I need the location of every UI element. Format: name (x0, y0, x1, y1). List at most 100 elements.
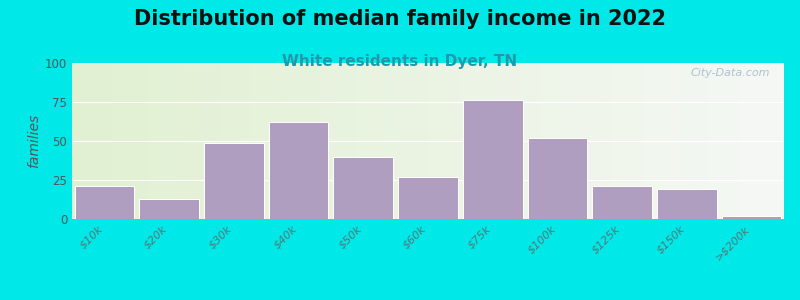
Bar (738, 63, 742, 219)
Bar (713, 63, 716, 219)
Bar (335, 63, 339, 219)
Bar (752, 63, 755, 219)
Bar (506, 63, 510, 219)
Bar (624, 63, 627, 219)
Bar (599, 63, 602, 219)
Bar (140, 63, 143, 219)
Bar (204, 63, 207, 219)
Bar (478, 63, 482, 219)
Bar (158, 63, 161, 219)
Bar (723, 63, 727, 219)
Bar (517, 63, 521, 219)
Bar (691, 63, 695, 219)
Bar (286, 63, 289, 219)
Bar (303, 63, 307, 219)
Bar (204, 142, 263, 219)
Bar (334, 157, 393, 219)
Bar (524, 63, 528, 219)
Bar (734, 63, 738, 219)
Bar (218, 63, 222, 219)
Bar (588, 63, 592, 219)
Bar (126, 63, 129, 219)
Bar (702, 63, 706, 219)
Bar (659, 63, 663, 219)
Bar (482, 63, 485, 219)
Bar (386, 63, 389, 219)
Text: White residents in Dyer, TN: White residents in Dyer, TN (282, 54, 518, 69)
Bar (74, 186, 134, 219)
Bar (695, 63, 698, 219)
Bar (489, 63, 492, 219)
Bar (684, 63, 688, 219)
Bar (602, 63, 606, 219)
Y-axis label: families: families (26, 114, 41, 168)
Bar (514, 63, 517, 219)
Bar (677, 63, 681, 219)
Bar (592, 63, 595, 219)
Bar (232, 63, 236, 219)
Bar (470, 63, 474, 219)
Bar (578, 63, 581, 219)
Bar (546, 63, 549, 219)
Bar (82, 63, 86, 219)
Bar (642, 63, 645, 219)
Bar (538, 63, 542, 219)
Bar (528, 63, 531, 219)
Bar (371, 63, 374, 219)
Bar (197, 63, 200, 219)
Bar (118, 63, 122, 219)
Bar (150, 63, 154, 219)
Bar (617, 63, 620, 219)
Bar (425, 63, 428, 219)
Bar (755, 63, 759, 219)
Bar (467, 63, 470, 219)
Bar (435, 63, 438, 219)
Bar (770, 63, 774, 219)
Bar (774, 63, 777, 219)
Bar (453, 63, 457, 219)
Bar (350, 63, 354, 219)
Bar (186, 63, 190, 219)
Bar (129, 63, 133, 219)
Bar (742, 63, 745, 219)
Bar (502, 63, 506, 219)
Bar (165, 63, 168, 219)
Bar (354, 63, 357, 219)
Bar (254, 63, 257, 219)
Bar (730, 63, 734, 219)
Bar (207, 63, 211, 219)
Bar (214, 63, 218, 219)
Bar (111, 63, 114, 219)
Bar (257, 63, 261, 219)
Bar (339, 63, 342, 219)
Bar (168, 63, 172, 219)
Bar (314, 63, 318, 219)
Bar (239, 63, 243, 219)
Bar (663, 63, 666, 219)
Bar (360, 63, 364, 219)
Bar (246, 63, 250, 219)
Bar (86, 63, 90, 219)
Bar (269, 122, 328, 219)
Bar (638, 63, 642, 219)
Bar (720, 63, 723, 219)
Bar (346, 63, 350, 219)
Bar (574, 63, 578, 219)
Bar (727, 63, 730, 219)
Bar (457, 63, 460, 219)
Bar (706, 63, 710, 219)
Bar (438, 63, 442, 219)
Bar (389, 63, 393, 219)
Bar (421, 63, 425, 219)
Bar (521, 63, 524, 219)
Bar (393, 63, 396, 219)
Bar (332, 63, 335, 219)
Bar (193, 63, 197, 219)
Bar (101, 63, 104, 219)
Bar (382, 63, 386, 219)
Bar (322, 63, 325, 219)
Bar (264, 63, 268, 219)
Bar (431, 63, 435, 219)
Bar (143, 63, 146, 219)
Bar (357, 63, 360, 219)
